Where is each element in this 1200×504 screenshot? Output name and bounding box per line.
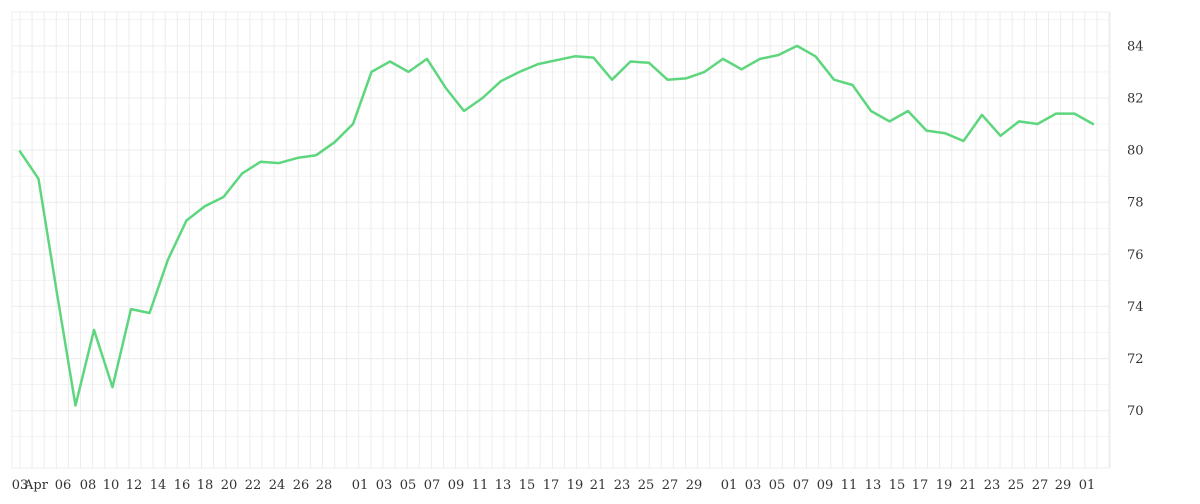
plot-frame <box>11 11 1111 469</box>
x-tick-label: 27 <box>1032 478 1049 493</box>
x-tick-label: 25 <box>638 478 655 493</box>
x-tick-label: 09 <box>817 478 834 493</box>
x-tick-label: 18 <box>197 478 214 493</box>
x-tick-label: 29 <box>1055 478 1072 493</box>
x-tick-label: 24 <box>269 478 286 493</box>
x-tick-label: 03 <box>376 478 393 493</box>
y-tick-label: 70 <box>1127 404 1144 419</box>
x-tick-label: 29 <box>686 478 703 493</box>
x-tick-label: 05 <box>400 478 417 493</box>
x-tick-label: 06 <box>55 478 72 493</box>
x-tick-label: Apr <box>23 478 49 493</box>
x-tick-label: 13 <box>495 478 512 493</box>
x-tick-label: 17 <box>543 478 560 493</box>
x-tick-label: 11 <box>472 478 489 493</box>
x-tick-label: 03 <box>745 478 762 493</box>
x-tick-label: 27 <box>662 478 679 493</box>
x-tick-label: 10 <box>103 478 120 493</box>
x-tick-label: 12 <box>126 478 143 493</box>
y-tick-label: 80 <box>1127 144 1144 159</box>
y-tick-label: 78 <box>1127 196 1144 211</box>
x-tick-label: 01 <box>1079 478 1096 493</box>
x-tick-label: 17 <box>912 478 929 493</box>
series-line-group <box>18 44 1095 407</box>
x-tick-label: 19 <box>936 478 953 493</box>
x-tick-label: 14 <box>150 478 167 493</box>
x-tick-label: 01 <box>721 478 738 493</box>
x-tick-label: 07 <box>424 478 441 493</box>
x-tick-label: 03 <box>12 478 29 493</box>
y-axis-ticks: 70 72 74 76 78 80 82 84 <box>1127 39 1144 419</box>
series-line <box>18 44 1095 407</box>
x-tick-label: 25 <box>1008 478 1025 493</box>
x-tick-label: 01 <box>352 478 369 493</box>
y-tick-label: 76 <box>1127 248 1144 263</box>
x-tick-label: 05 <box>769 478 786 493</box>
x-tick-label: 28 <box>316 478 333 493</box>
x-tick-label: 09 <box>448 478 465 493</box>
y-tick-label: 74 <box>1127 300 1144 315</box>
x-tick-label: 20 <box>221 478 238 493</box>
x-tick-label: 19 <box>567 478 584 493</box>
x-tick-label: 13 <box>865 478 882 493</box>
y-tick-label: 82 <box>1127 92 1144 107</box>
y-tick-label: 84 <box>1127 39 1144 54</box>
grid <box>11 11 1111 469</box>
x-tick-label: 15 <box>889 478 906 493</box>
x-tick-label: 16 <box>174 478 191 493</box>
x-tick-label: 23 <box>984 478 1001 493</box>
y-tick-label: 72 <box>1127 352 1144 367</box>
x-tick-label: 15 <box>519 478 536 493</box>
x-tick-label: 26 <box>293 478 310 493</box>
x-tick-label: 21 <box>960 478 977 493</box>
x-tick-label: 07 <box>793 478 810 493</box>
x-tick-label: 22 <box>245 478 262 493</box>
x-tick-label: 23 <box>614 478 631 493</box>
x-tick-label: 08 <box>80 478 97 493</box>
x-tick-label: 21 <box>590 478 607 493</box>
x-tick-label: 11 <box>841 478 858 493</box>
